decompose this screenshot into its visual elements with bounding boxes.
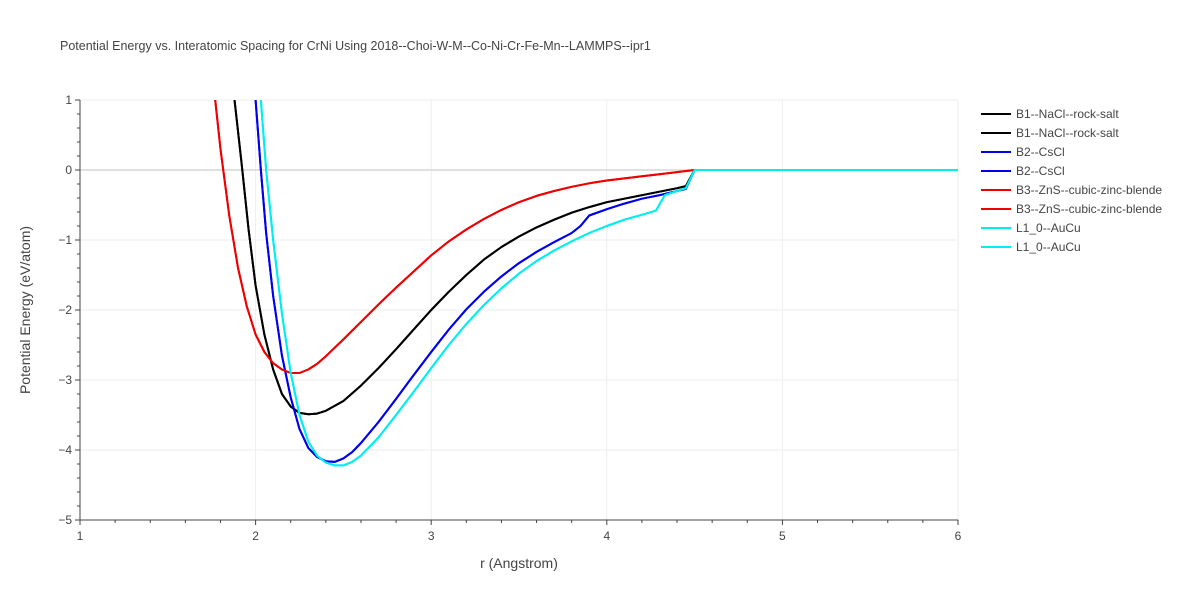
x-axis-title: r (Angstrom) <box>480 555 558 571</box>
series-line-0 <box>233 100 958 416</box>
series-line-6 <box>259 100 958 467</box>
legend-label-5: B3--ZnS--cubic-zinc-blende <box>1016 202 1162 216</box>
series-line-5 <box>214 100 958 374</box>
legend-label-6: L1_0--AuCu <box>1016 221 1081 235</box>
y-tick-label-0: 1 <box>65 93 72 107</box>
legend-label-1: B1--NaCl--rock-salt <box>1016 126 1119 140</box>
legend-label-7: L1_0--AuCu <box>1016 240 1081 254</box>
legend-item-5[interactable]: B3--ZnS--cubic-zinc-blende <box>981 202 1162 216</box>
series-line-7 <box>259 100 958 467</box>
legend-label-3: B2--CsCl <box>1016 164 1065 178</box>
y-tick-label-6: −5 <box>58 513 72 527</box>
legend-item-7[interactable]: L1_0--AuCu <box>981 240 1081 254</box>
legend-label-2: B2--CsCl <box>1016 145 1065 159</box>
y-tick-label-3: −2 <box>58 303 72 317</box>
legend-label-0: B1--NaCl--rock-salt <box>1016 107 1119 121</box>
y-tick-label-4: −3 <box>58 373 72 387</box>
x-tick-label-3: 4 <box>603 529 610 543</box>
series-line-1 <box>233 100 958 416</box>
axes: 1 2 3 4 5 6 1 0 −1 −2 −3 −4 −5 <box>58 93 961 543</box>
y-tick-label-1: 0 <box>65 163 72 177</box>
y-tick-label-2: −1 <box>58 233 72 247</box>
chart-title: Potential Energy vs. Interatomic Spacing… <box>60 39 651 53</box>
legend-item-4[interactable]: B3--ZnS--cubic-zinc-blende <box>981 183 1162 197</box>
x-tick-label-0: 1 <box>77 529 84 543</box>
y-tick-label-5: −4 <box>58 443 72 457</box>
x-tick-label-2: 3 <box>428 529 435 543</box>
y-axis-title: Potential Energy (eV/atom) <box>17 226 33 394</box>
legend[interactable]: B1--NaCl--rock-salt B1--NaCl--rock-salt B2… <box>981 107 1162 254</box>
series-line-4 <box>214 100 958 374</box>
series-lines <box>214 100 958 467</box>
legend-label-4: B3--ZnS--cubic-zinc-blende <box>1016 183 1162 197</box>
legend-item-2[interactable]: B2--CsCl <box>981 145 1065 159</box>
legend-item-6[interactable]: L1_0--AuCu <box>981 221 1081 235</box>
legend-item-3[interactable]: B2--CsCl <box>981 164 1065 178</box>
x-tick-label-4: 5 <box>779 529 786 543</box>
series-line-3 <box>254 100 958 463</box>
x-tick-label-1: 2 <box>252 529 259 543</box>
x-tick-label-5: 6 <box>955 529 962 543</box>
legend-item-0[interactable]: B1--NaCl--rock-salt <box>981 107 1119 121</box>
grid-lines <box>80 99 959 520</box>
legend-item-1[interactable]: B1--NaCl--rock-salt <box>981 126 1119 140</box>
